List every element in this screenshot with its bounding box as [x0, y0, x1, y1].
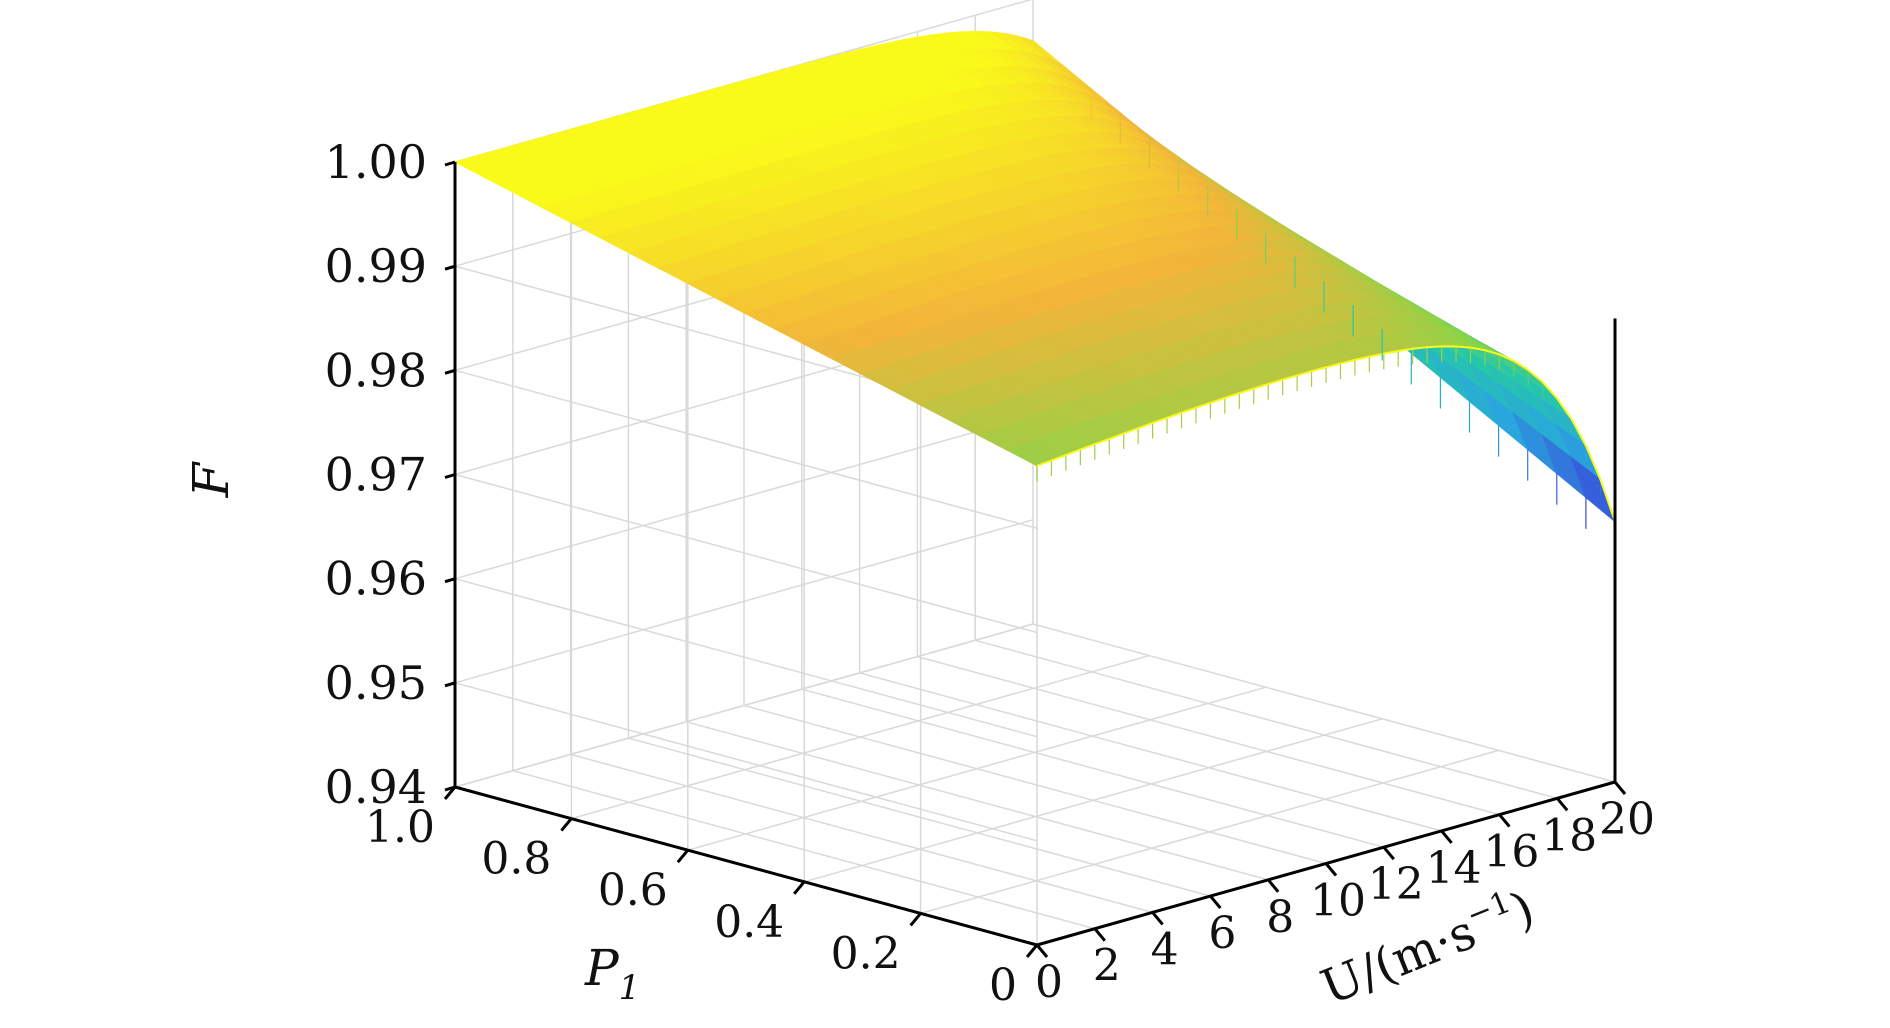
gridline-left-z [454, 369, 1038, 530]
u-tick-mark [1035, 944, 1049, 958]
p-tick-mark [793, 880, 806, 895]
axes [443, 160, 1627, 958]
z-axis-label: F [182, 460, 240, 498]
gridline-floor-u [570, 753, 1153, 914]
p-tick-label: 0.6 [598, 865, 668, 916]
u-tick-label: 12 [1368, 859, 1424, 910]
p-tick-label: 0.8 [481, 834, 551, 885]
u-tick-label: 10 [1310, 876, 1366, 927]
p-tick-mark [443, 786, 457, 800]
gridline-floor-u [1032, 623, 1616, 783]
surface-front-edge [1036, 345, 1616, 522]
z-tick-mark [444, 473, 456, 479]
u-tick-label: 16 [1483, 827, 1539, 878]
gridline-floor-u [859, 672, 1442, 832]
u-tick-mark [1209, 895, 1222, 910]
gridline-floor-u [743, 704, 1327, 865]
z-tick-label: 0.96 [325, 552, 427, 606]
p-axis-line [454, 785, 1038, 947]
gridline-back-z [454, 519, 1034, 684]
u-tick-mark [1556, 797, 1569, 812]
u-tick-mark [1093, 927, 1106, 942]
gridline-floor-u [801, 688, 1384, 848]
p-tick-label: 0 [989, 960, 1017, 1011]
u-tick-mark [1324, 862, 1338, 877]
z-tick-mark [444, 368, 456, 375]
u-tick-label: 14 [1426, 843, 1482, 894]
u-tick-label: 2 [1093, 941, 1121, 992]
u-tick-mark [1267, 878, 1280, 893]
z-tick-mark [444, 681, 456, 688]
z-tick-label: 0.98 [325, 343, 427, 397]
gridline-floor-p [920, 749, 1499, 915]
gridline-back-z [454, 414, 1034, 580]
u-tick-label: 8 [1266, 892, 1294, 943]
z-tick-label: 0.99 [325, 239, 427, 293]
z-tick-label: 0.95 [325, 656, 427, 710]
tick-labels: 1.00 0.99 0.98 0.97 0.96 0.95 0.941.0 0.8 0.6 0.4… [325, 135, 1655, 1011]
p-tick-label: 1.0 [365, 802, 435, 853]
gridline-floor-u [512, 769, 1095, 930]
u-tick-label: 6 [1208, 908, 1236, 959]
gridline-floor-p [803, 718, 1383, 883]
gridline-floor-p [454, 623, 1034, 788]
u-tick-label: 20 [1599, 794, 1655, 845]
z-tick-label: 1.00 [325, 135, 427, 189]
surface-mesh [453, 30, 1617, 553]
gridline-left-z [454, 577, 1038, 738]
p-tick-mark [1025, 944, 1039, 958]
z-tick-mark [444, 577, 456, 584]
grid-lines [454, 0, 1616, 946]
z-tick-label: 0.94 [325, 760, 427, 814]
z-tick-label: 0.97 [325, 448, 427, 502]
u-tick-label: 4 [1151, 924, 1179, 975]
p-axis-label: P1 [584, 939, 640, 1008]
gridline-floor-u [686, 721, 1269, 881]
u-tick-mark [1440, 829, 1453, 844]
gridline-left-z [454, 473, 1038, 634]
z-tick-mark [444, 160, 456, 167]
p-tick-label: 0.4 [714, 897, 784, 948]
gridline-left-z [454, 682, 1038, 842]
gridline-floor-u [628, 737, 1211, 897]
u-tick-mark [1613, 781, 1627, 795]
u-tick-label: 0 [1035, 957, 1063, 1008]
gridline-floor-u [975, 639, 1558, 800]
gridline-floor-p [687, 686, 1267, 851]
u-tick-mark [1498, 813, 1511, 828]
z-tick-mark [444, 264, 456, 271]
gridline-floor-p [571, 654, 1150, 820]
p-tick-mark [560, 817, 573, 832]
p-axis-label-sub: 1 [619, 968, 641, 1008]
p-tick-label: 0.2 [831, 928, 901, 979]
u-tick-mark [1151, 911, 1164, 926]
u-tick-mark [1382, 846, 1395, 861]
gridline-floor-u [917, 655, 1500, 816]
p-tick-mark [676, 849, 689, 864]
p-tick-mark [909, 912, 922, 927]
p-axis-label-main: P [584, 939, 620, 997]
u-tick-label: 18 [1541, 810, 1597, 861]
